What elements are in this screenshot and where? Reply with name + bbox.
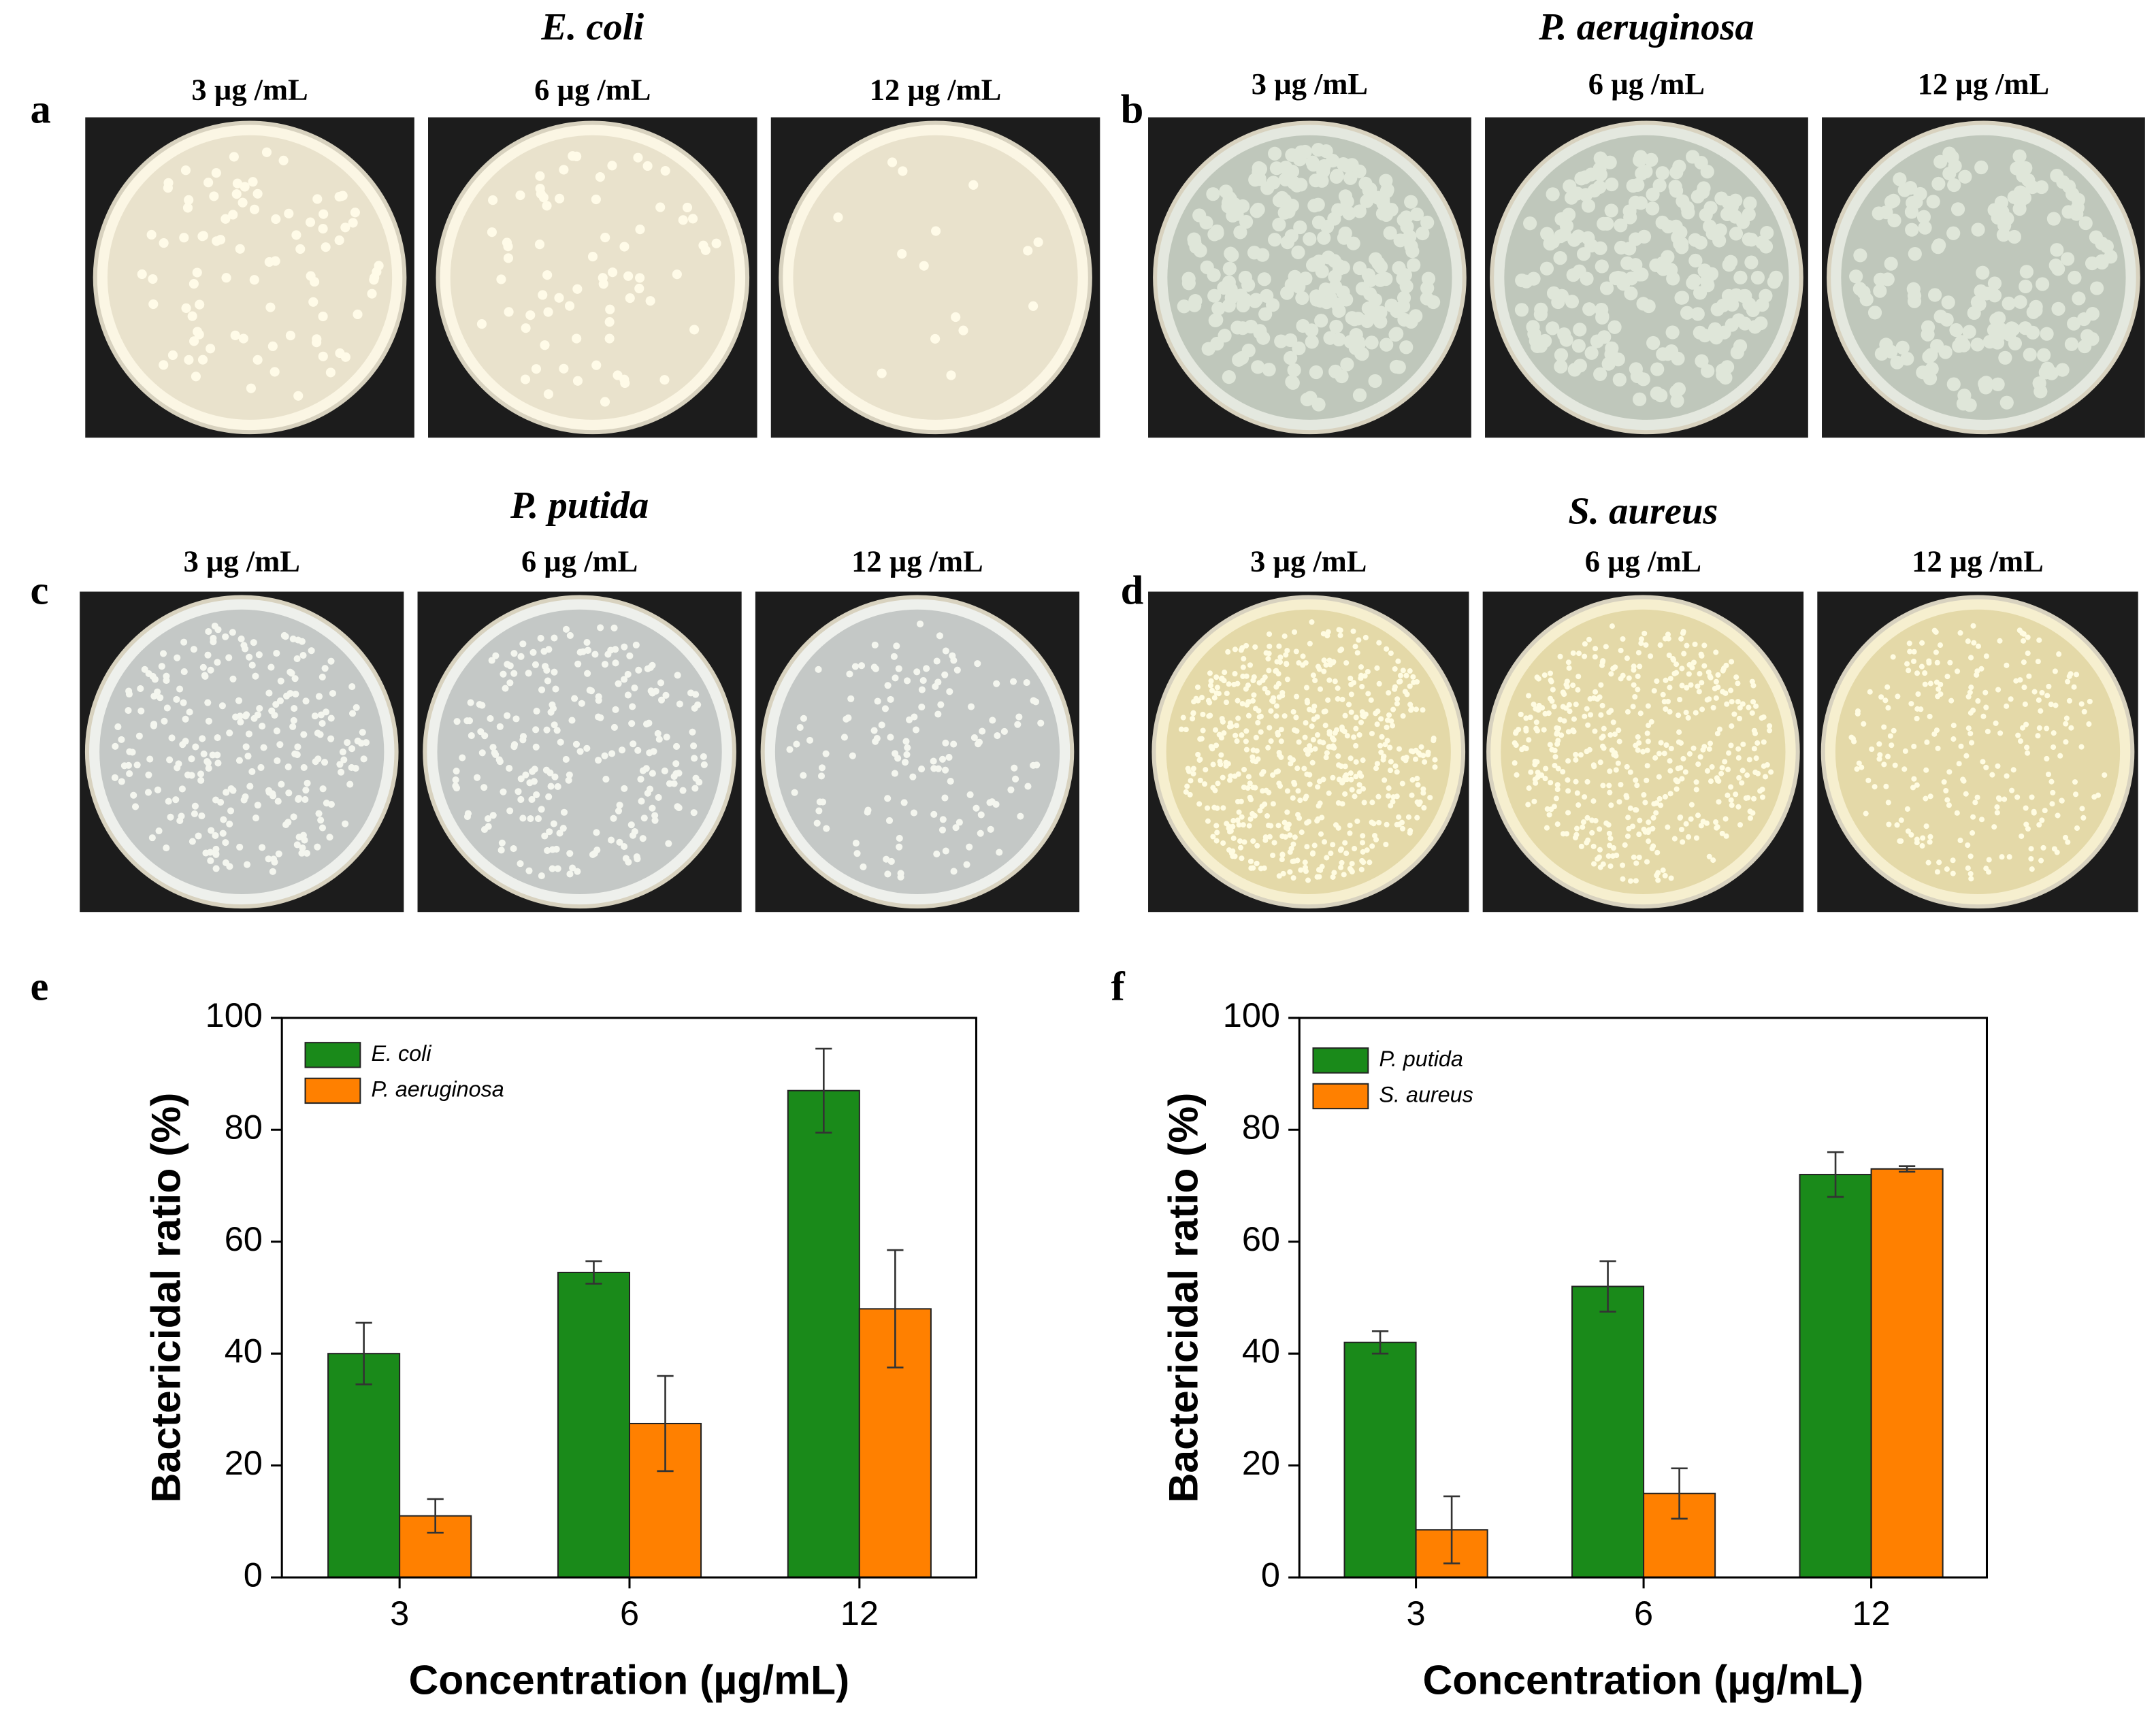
y-tick-label: 0 xyxy=(1261,1555,1280,1594)
bar xyxy=(1870,1168,1944,1579)
error-bar xyxy=(585,1260,602,1285)
bar xyxy=(557,1271,631,1579)
error-bar xyxy=(815,1047,832,1134)
legend-swatch xyxy=(304,1042,361,1068)
colonies xyxy=(137,147,384,401)
y-tick-label: 100 xyxy=(1223,996,1280,1034)
plot-frame xyxy=(1298,1017,1989,1579)
petri-dish-agar xyxy=(99,609,385,894)
panel-letter: e xyxy=(30,964,48,1009)
legend-swatch xyxy=(304,1077,361,1104)
bar xyxy=(1799,1174,1872,1579)
concentration-label: 6 µg /mL xyxy=(1585,544,1701,578)
panel-letter: c xyxy=(30,568,48,613)
y-tick-label: 40 xyxy=(225,1332,263,1370)
legend-label: P. putida xyxy=(1379,1047,1463,1071)
concentration-label: 3 µg /mL xyxy=(191,72,308,106)
y-tick-label: 0 xyxy=(244,1555,263,1594)
panel-letter: b xyxy=(1121,86,1144,132)
y-tick-label: 60 xyxy=(1242,1219,1280,1258)
x-tick-label: 12 xyxy=(1852,1594,1891,1632)
panel-title: E. coli xyxy=(540,6,644,48)
colonies xyxy=(1177,143,1441,412)
concentration-label: 3 µg /mL xyxy=(1250,544,1367,578)
panel-title: P. aeruginosa xyxy=(1538,6,1754,48)
colonies xyxy=(833,157,1043,380)
y-tick-label: 20 xyxy=(225,1443,263,1482)
error-bar xyxy=(1671,1467,1688,1520)
colonies xyxy=(452,624,708,880)
concentration-label: 12 µg /mL xyxy=(1918,67,2049,101)
colonies xyxy=(1848,623,2108,882)
error-bar xyxy=(887,1249,904,1369)
colonies xyxy=(1849,146,2118,412)
bar xyxy=(1343,1341,1417,1579)
y-tick-label: 20 xyxy=(1242,1443,1280,1482)
colonies xyxy=(786,620,1045,881)
colonies xyxy=(1514,150,1783,408)
plot-frame xyxy=(280,1017,978,1579)
concentration-label: 12 µg /mL xyxy=(1912,544,2043,578)
panel-letter: d xyxy=(1121,568,1144,613)
bar xyxy=(1571,1285,1645,1579)
panel-title: S. aureus xyxy=(1568,490,1718,532)
error-bar xyxy=(1443,1495,1460,1564)
y-tick-label: 60 xyxy=(225,1219,263,1258)
y-tick-label: 80 xyxy=(1242,1108,1280,1147)
y-tick-label: 80 xyxy=(225,1108,263,1147)
x-tick-label: 3 xyxy=(1407,1594,1426,1632)
x-tick-label: 6 xyxy=(620,1594,639,1632)
legend-label: P. aeruginosa xyxy=(372,1077,504,1101)
concentration-label: 3 µg /mL xyxy=(1252,67,1368,101)
petri-dish-agar xyxy=(450,135,735,420)
x-tick-label: 3 xyxy=(390,1594,409,1632)
bar xyxy=(787,1089,860,1579)
concentration-label: 6 µg /mL xyxy=(1588,67,1705,101)
legend-label: S. aureus xyxy=(1379,1083,1473,1107)
y-axis-label: Bactericidal ratio (%) xyxy=(1160,1093,1207,1503)
y-tick-label: 40 xyxy=(1242,1332,1280,1370)
panel-title: P. putida xyxy=(510,484,649,527)
petri-dish-agar xyxy=(793,135,1078,420)
bar xyxy=(327,1353,401,1579)
error-bar xyxy=(1599,1260,1616,1313)
y-axis-label: Bactericidal ratio (%) xyxy=(143,1093,189,1503)
petri-dish-agar xyxy=(1835,609,2121,894)
concentration-label: 6 µg /mL xyxy=(521,544,638,578)
x-axis-label: Concentration (µg/mL) xyxy=(1423,1657,1864,1703)
petri-dish-agar xyxy=(774,609,1060,894)
x-tick-label: 6 xyxy=(1634,1594,1653,1632)
error-bar xyxy=(1899,1165,1916,1173)
concentration-label: 6 µg /mL xyxy=(534,72,651,106)
petri-dish-agar xyxy=(107,135,393,420)
legend-label: E. coli xyxy=(372,1041,432,1066)
colonies xyxy=(476,151,721,407)
legend-swatch xyxy=(1312,1083,1369,1110)
y-tick-label: 100 xyxy=(206,996,263,1034)
legend-swatch xyxy=(1312,1047,1369,1074)
error-bar xyxy=(427,1498,444,1534)
error-bar xyxy=(1371,1330,1389,1355)
concentration-label: 12 µg /mL xyxy=(870,72,1001,106)
colonies xyxy=(1178,619,1438,883)
colonies xyxy=(111,622,370,875)
concentration-label: 12 µg /mL xyxy=(851,544,983,578)
panel-letter: a xyxy=(30,86,50,132)
concentration-label: 3 µg /mL xyxy=(184,544,300,578)
colonies xyxy=(1512,623,1774,884)
error-bar xyxy=(355,1321,372,1385)
error-bar xyxy=(657,1375,674,1473)
x-axis-label: Concentration (µg/mL) xyxy=(408,1657,849,1703)
x-tick-label: 12 xyxy=(840,1594,879,1632)
error-bar xyxy=(1827,1151,1844,1198)
panel-letter: f xyxy=(1111,964,1125,1009)
